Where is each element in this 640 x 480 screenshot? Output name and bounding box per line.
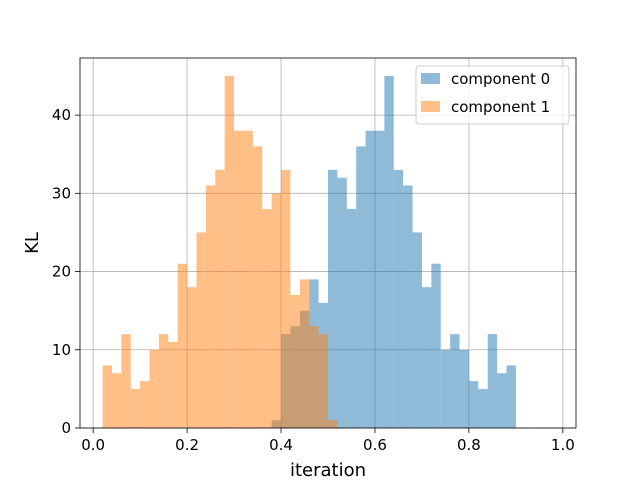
- bar-series-0-bin-6: [328, 169, 338, 428]
- series-1-bars: [102, 75, 338, 428]
- bar-series-1-bin-1: [111, 373, 122, 428]
- bar-series-1-bin-13: [224, 75, 235, 428]
- y-tick-label: 10: [52, 341, 71, 359]
- bar-series-1-bin-4: [140, 381, 150, 428]
- bar-series-0-bin-15: [412, 232, 422, 428]
- bar-series-0-bin-14: [403, 185, 413, 428]
- bar-series-1-bin-15: [243, 130, 253, 428]
- bar-series-0-bin-22: [478, 388, 488, 428]
- bar-series-1-bin-2: [121, 334, 131, 428]
- x-tick-label: 0.0: [81, 436, 105, 454]
- bar-series-0-bin-11: [374, 130, 385, 428]
- bar-series-0-bin-18: [440, 349, 451, 428]
- bar-series-1-bin-7: [168, 341, 178, 428]
- bar-series-1-bin-18: [271, 193, 282, 428]
- legend-swatch-component-1: [421, 101, 440, 112]
- bar-series-1-bin-5: [149, 349, 159, 428]
- y-tick-label: 40: [52, 106, 71, 124]
- x-tick-label: 0.4: [269, 436, 293, 454]
- bar-series-0-bin-21: [468, 381, 479, 428]
- y-axis-title: KL: [22, 232, 43, 254]
- x-tick-label: 0.2: [175, 436, 199, 454]
- bar-series-1-bin-12: [215, 169, 225, 428]
- x-tick-label: 0.6: [363, 436, 387, 454]
- y-tick-label: 0: [61, 419, 71, 437]
- bar-series-1-bin-10: [196, 232, 206, 428]
- legend-label-component-0: component 0: [451, 70, 550, 88]
- x-tick-label: 0.8: [457, 436, 481, 454]
- bar-series-1-bin-14: [234, 130, 244, 428]
- bar-series-1-bin-11: [205, 185, 216, 428]
- bar-series-0-bin-17: [431, 263, 441, 428]
- bar-series-1-bin-20: [290, 295, 300, 428]
- bar-series-1-bin-16: [252, 146, 263, 428]
- bar-series-0-bin-8: [346, 208, 357, 428]
- bar-series-0-bin-19: [450, 334, 460, 428]
- bar-series-1-bin-6: [158, 334, 169, 428]
- bar-series-0-bin-23: [487, 334, 498, 428]
- bar-series-1-bin-9: [187, 287, 197, 428]
- bar-series-0-bin-9: [356, 146, 366, 428]
- x-axis-title: iteration: [290, 460, 366, 480]
- bar-series-1-bin-21: [299, 279, 310, 428]
- bars: [102, 75, 516, 428]
- bar-series-0-bin-25: [506, 365, 516, 428]
- bar-series-0-bin-24: [497, 373, 507, 428]
- x-axis-ticks: 0.0 0.2 0.4 0.6 0.8 1.0: [81, 428, 575, 454]
- plot-frame: [79, 57, 577, 429]
- bar-series-0-bin-10: [365, 130, 375, 428]
- legend-box: [415, 65, 570, 125]
- legend-swatch-component-0: [421, 73, 440, 84]
- bar-series-1-bin-24: [328, 420, 338, 428]
- bar-series-0-bin-20: [459, 349, 469, 428]
- bar-series-0-bin-7: [337, 177, 347, 428]
- bar-series-1-bin-0: [102, 365, 112, 428]
- bar-series-1-bin-17: [262, 208, 272, 428]
- bar-series-1-bin-3: [130, 388, 141, 428]
- y-tick-label: 20: [52, 263, 71, 281]
- bar-series-0-bin-12: [384, 75, 394, 428]
- bar-series-0-bin-16: [421, 287, 432, 428]
- y-axis-ticks: 0 10 20 30 40: [52, 106, 80, 437]
- legend: component 0 component 1: [415, 65, 570, 125]
- bar-series-0-bin-13: [393, 169, 404, 428]
- bar-series-1-bin-22: [309, 326, 319, 428]
- x-tick-label: 1.0: [551, 436, 575, 454]
- y-tick-label: 30: [52, 184, 71, 202]
- bar-series-1-bin-19: [281, 169, 291, 428]
- bar-series-1-bin-8: [177, 263, 188, 428]
- bar-series-1-bin-23: [318, 334, 328, 428]
- legend-label-component-1: component 1: [451, 98, 550, 116]
